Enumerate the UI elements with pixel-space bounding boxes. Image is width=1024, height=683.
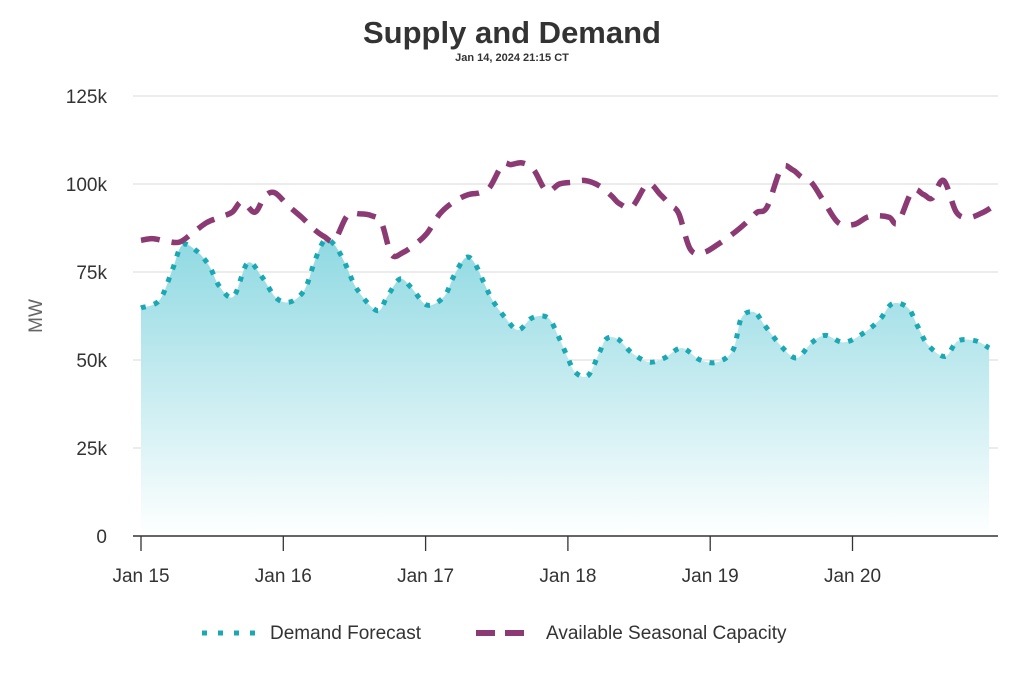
- y-tick-label: 100k: [66, 175, 108, 196]
- chart-subtitle: Jan 14, 2024 21:15 CT: [455, 52, 569, 64]
- y-tick-label: 75k: [76, 263, 107, 284]
- legend: Demand Forecast Available Seasonal Capac…: [202, 623, 787, 644]
- y-tick-label: 0: [96, 527, 107, 548]
- series-layer: [140, 159, 997, 380]
- x-tick-label: Jan 15: [112, 566, 169, 587]
- y-tick-label: 50k: [76, 351, 107, 372]
- y-axis-tick-labels: 0 25k 50k 75k 100k 125k: [66, 87, 108, 548]
- legend-item-available-capacity[interactable]: Available Seasonal Capacity: [476, 623, 787, 644]
- x-axis: Jan 15 Jan 16 Jan 17 Jan 18 Jan 19 Jan 20: [112, 535, 998, 587]
- demand-forecast-area: [141, 239, 990, 536]
- x-tick-label: Jan 16: [255, 566, 312, 587]
- legend-item-demand-forecast[interactable]: Demand Forecast: [202, 623, 422, 644]
- legend-label-capacity: Available Seasonal Capacity: [546, 623, 787, 644]
- y-axis-title: MW: [26, 299, 47, 333]
- x-tick-label: Jan 19: [682, 566, 739, 587]
- x-tick-label: Jan 20: [824, 566, 881, 587]
- x-tick-label: Jan 17: [397, 566, 454, 587]
- x-tick-label: Jan 18: [539, 566, 596, 587]
- chart-title: Supply and Demand: [363, 15, 661, 50]
- y-tick-label: 125k: [66, 87, 108, 108]
- y-tick-label: 25k: [76, 439, 107, 460]
- legend-label-demand: Demand Forecast: [270, 623, 422, 644]
- available-capacity-line: [140, 159, 997, 260]
